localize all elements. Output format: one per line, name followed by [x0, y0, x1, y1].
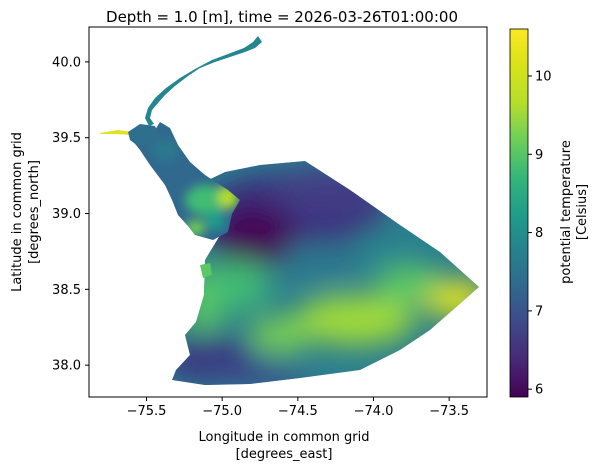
colorbar-tick-label: 8 [535, 226, 543, 241]
shelf-northern-boundary-strip [200, 263, 212, 278]
x-axis-label-line1: Longitude in common grid [199, 430, 370, 445]
colorbar-label-line1: potential temperature [559, 140, 574, 284]
colorbar-tick-label: 9 [535, 148, 543, 163]
temperature-field [100, 36, 479, 385]
colorbar-tick-label: 6 [535, 383, 543, 398]
colorbar-tick-label: 7 [535, 304, 543, 319]
y-tick-label: 39.5 [52, 131, 81, 146]
x-tick-label: −73.5 [429, 404, 469, 419]
upper-bay-channel [128, 124, 160, 146]
y-tick-label: 39.0 [52, 207, 81, 222]
shelf-warm-band [295, 295, 415, 345]
y-tick-label: 38.0 [52, 359, 81, 374]
bay-mouth-teal [205, 210, 225, 230]
river-tributary [100, 130, 132, 135]
x-tick-label: −75.5 [127, 404, 167, 419]
bay-upper [151, 138, 179, 162]
x-axis: −75.5 −75.0 −74.5 −74.0 −73.5 [127, 397, 469, 419]
south-warm-patch [250, 317, 310, 353]
y-axis-label-line1: Latitude in common grid [10, 132, 25, 292]
cold-north [270, 165, 390, 215]
x-tick-label: −74.5 [278, 404, 318, 419]
y-axis-label-line2: [degrees_north] [27, 160, 42, 264]
y-tick-label: 38.5 [52, 283, 81, 298]
plot-area-frame [88, 26, 488, 398]
cold-core-center [215, 205, 295, 265]
x-axis-label-line2: [degrees_east] [236, 447, 333, 462]
mid-shelf-teal [280, 242, 360, 278]
colorbar-tick-label: 10 [535, 69, 552, 84]
chart-title: Depth = 1.0 [m], time = 2026-03-26T01:00… [106, 8, 458, 26]
shelf-warm-patch [210, 260, 270, 310]
colorbar-label-line2: [Celsius] [575, 184, 590, 240]
y-axis: 38.0 38.5 39.0 39.5 40.0 [52, 55, 89, 374]
bay-warm-patch [185, 185, 225, 215]
colorbar [509, 28, 529, 398]
bay-structure [151, 138, 238, 236]
river-channel [145, 36, 262, 126]
x-tick-label: −74.0 [354, 404, 394, 419]
y-tick-label: 40.0 [52, 55, 81, 70]
bay-mouth-warm [185, 220, 205, 236]
warm-plume-core [456, 281, 479, 299]
x-tick-label: −75.0 [202, 404, 242, 419]
southern-edge-cold-2 [190, 363, 310, 385]
colorbar-axis: 6 7 8 9 10 [528, 69, 552, 398]
east-teal [350, 230, 410, 260]
